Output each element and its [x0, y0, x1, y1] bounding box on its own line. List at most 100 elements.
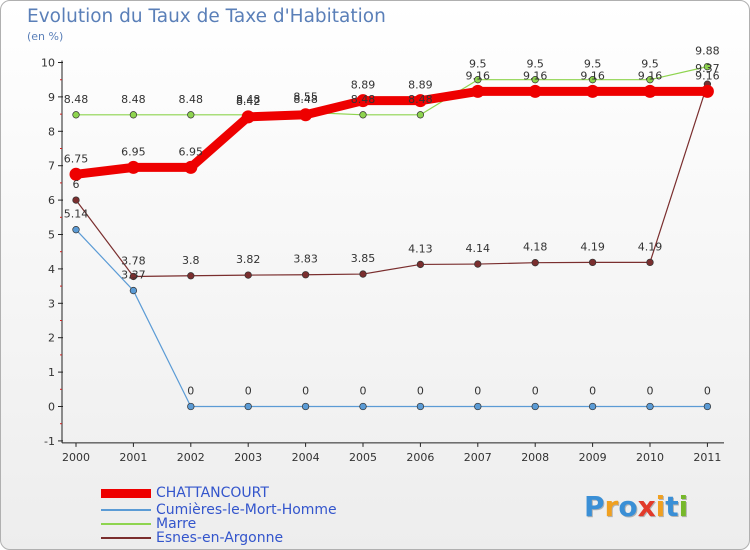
data-point: [359, 270, 367, 278]
data-point: [531, 259, 539, 267]
data-label: 9.5: [641, 58, 659, 71]
data-label: 9.37: [695, 62, 720, 75]
logo-letter: o: [618, 490, 638, 523]
data-point: [356, 94, 370, 108]
x-tick-label: 2002: [177, 451, 205, 464]
legend-label: Cumières-le-Mort-Homme: [156, 502, 337, 518]
x-tick-label: 2008: [521, 451, 549, 464]
data-label: 5.14: [64, 208, 89, 221]
x-tick-label: 2007: [464, 451, 492, 464]
logo-letter: x: [637, 490, 656, 523]
data-label: 4.13: [408, 242, 433, 255]
data-label: 8.48: [121, 93, 146, 106]
data-label: 8.48: [236, 93, 261, 106]
data-label: 9.16: [466, 69, 491, 82]
data-point: [471, 84, 485, 98]
data-point: [244, 271, 252, 279]
y-tick-label: 10: [41, 57, 55, 70]
data-label: 9.16: [638, 69, 663, 82]
y-tick-label: 5: [48, 229, 55, 242]
data-point: [187, 402, 195, 411]
data-label: 8.48: [293, 93, 318, 106]
y-tick-label: 2: [48, 332, 55, 345]
data-label: 9.16: [695, 69, 720, 82]
data-point: [244, 402, 252, 411]
y-tick-label: 7: [48, 160, 55, 173]
data-point: [184, 160, 198, 174]
x-tick-label: 2003: [234, 451, 262, 464]
data-point: [416, 402, 425, 411]
data-label: 3.8: [182, 254, 200, 267]
data-point: [69, 167, 83, 181]
x-tick-label: 2006: [406, 451, 434, 464]
data-point: [474, 76, 482, 84]
data-label: 9.88: [695, 45, 720, 58]
series-line-marre: [75, 66, 709, 116]
data-label: 8.48: [351, 93, 376, 106]
data-label: 4.14: [466, 242, 491, 255]
data-point: [703, 62, 712, 71]
data-label: 0: [245, 385, 252, 398]
data-point: [643, 84, 657, 98]
data-point: [646, 258, 654, 267]
series-line-cumi-res-le-mort-homme: [75, 229, 709, 408]
data-point: [474, 402, 482, 411]
data-point: [416, 260, 425, 269]
series-line-esnes-en-argonne: [75, 83, 709, 278]
data-label: 9.5: [584, 58, 602, 71]
data-label: 9.16: [523, 69, 548, 82]
data-label: 0: [532, 385, 539, 398]
data-label: 0: [302, 385, 309, 398]
legend-swatch: [101, 509, 151, 511]
x-tick-label: 2009: [579, 451, 607, 464]
data-label: 8.89: [408, 79, 433, 92]
y-tick-label: 1: [48, 366, 55, 379]
data-point: [126, 160, 140, 174]
legend-swatch: [101, 523, 151, 525]
data-point: [129, 111, 138, 119]
legend-label: Esnes-en-Argonne: [156, 530, 284, 546]
logo-letter: r: [604, 490, 619, 523]
chart-subtitle: (en %): [27, 30, 64, 43]
data-point: [588, 258, 597, 267]
y-tick-label: 8: [48, 125, 55, 138]
logo-letter: t: [665, 490, 679, 523]
data-label: 8.89: [351, 79, 376, 92]
data-label: 3.83: [293, 253, 318, 266]
data-point: [301, 271, 310, 279]
data-point: [301, 402, 310, 411]
chart-title: Evolution du Taux de Taxe d'Habitation: [27, 6, 386, 27]
x-tick-label: 2000: [62, 451, 90, 464]
legend-swatch: [101, 488, 151, 498]
legend-label: Marre: [156, 516, 197, 532]
data-point: [241, 110, 255, 124]
data-point: [299, 108, 313, 122]
data-label: 3.82: [236, 253, 261, 266]
series-line-chattancourt: [71, 86, 712, 179]
data-label: 8.48: [64, 93, 89, 106]
data-point: [646, 76, 654, 84]
data-point: [586, 84, 600, 98]
x-tick-label: 2005: [349, 451, 377, 464]
y-tick-label: 4: [48, 263, 55, 276]
data-label: 3.85: [351, 252, 376, 265]
x-tick-label: 2001: [119, 451, 147, 464]
data-point: [646, 402, 654, 411]
legend-swatch: [101, 537, 151, 539]
data-label: 0: [589, 385, 596, 398]
data-point: [187, 111, 195, 119]
data-label: 0: [704, 385, 711, 398]
data-label: 4.19: [580, 240, 605, 253]
data-label: 8.48: [179, 93, 204, 106]
x-tick-label: 2004: [292, 451, 320, 464]
data-label: 4.19: [638, 240, 663, 253]
data-label: 6.75: [64, 152, 89, 165]
data-label: 8.42: [236, 95, 261, 108]
data-label: 3.37: [121, 269, 146, 282]
data-point: [72, 196, 80, 204]
data-point: [531, 76, 539, 84]
data-point: [413, 94, 427, 108]
data-point: [474, 260, 482, 268]
